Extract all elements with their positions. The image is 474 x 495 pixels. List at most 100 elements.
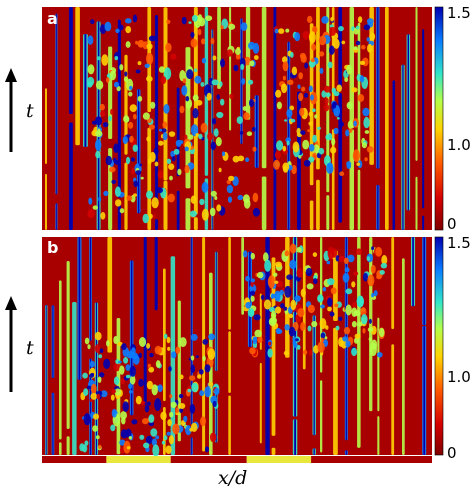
heatmap-a-spot	[129, 104, 137, 112]
heatmap-a-spot	[220, 98, 225, 106]
heatmap-b-spot	[377, 352, 383, 358]
heatmap-b-spot	[313, 278, 318, 285]
heatmap-a-spot	[346, 101, 353, 110]
heatmap-b-spot	[118, 360, 122, 364]
time-arrow-b-head	[5, 296, 17, 310]
heatmap-b-spot	[120, 411, 127, 420]
heatmap-b-spot	[288, 313, 294, 319]
heatmap-b-spot	[147, 401, 151, 406]
heatmap-a-spot	[333, 38, 340, 49]
heatmap-b-spot	[121, 417, 126, 425]
heatmap-a-spot	[133, 113, 137, 120]
heatmap-b-spot	[90, 392, 98, 400]
heatmap-a-spot	[87, 209, 95, 219]
heatmap-b-spot	[345, 304, 352, 316]
heatmap-a-spot	[304, 62, 309, 69]
heatmap-b-spot	[357, 321, 363, 327]
heatmap-a-spot	[114, 56, 119, 61]
heatmap-b-streak	[228, 395, 231, 455]
heatmap-b-cells	[45, 237, 427, 457]
heatmap-a-streak-core	[422, 29, 424, 209]
heatmap-a-spot	[330, 17, 334, 22]
heatmap-b-spot	[250, 295, 255, 302]
heatmap-a-spot	[331, 137, 336, 146]
heatmap-b-spot	[167, 419, 172, 427]
heatmap-a-spot	[209, 207, 216, 217]
heatmap-b-spot	[93, 413, 99, 420]
heatmap-a-spot	[115, 199, 122, 207]
heatmap-a-spot	[201, 57, 207, 64]
heatmap-b-spot	[320, 337, 324, 343]
heatmap-b-spot	[345, 340, 351, 348]
heatmap-b-streak	[59, 442, 62, 455]
heatmap-b-spot	[141, 400, 146, 406]
colorbar-b-gradient	[434, 236, 444, 456]
heatmap-b-spot	[110, 424, 116, 432]
heatmap-a-spot	[173, 148, 180, 155]
heatmap-b-spot	[138, 378, 144, 387]
heatmap-b-spot	[275, 261, 282, 268]
heatmap-b-spot	[171, 351, 177, 359]
heatmap-b-spot	[343, 327, 351, 335]
heatmap-a-streak	[309, 200, 314, 230]
heatmap-a-spot	[246, 131, 253, 136]
heatmap-a-streak-core	[422, 215, 424, 230]
heatmap-b-streak	[320, 380, 323, 453]
heatmap-b-spot	[212, 401, 217, 407]
heatmap-a-spot	[361, 142, 367, 149]
heatmap-b-spot	[326, 260, 331, 265]
heatmap-a-spot	[195, 133, 200, 137]
heatmap-a-streak-core	[155, 219, 158, 230]
heatmap-b-streak-core	[294, 419, 296, 455]
heatmap-a-spot	[369, 32, 376, 41]
heatmap-a-spot	[232, 155, 240, 163]
heatmap-b-spot	[208, 333, 216, 341]
heatmap-b-spot	[273, 272, 278, 277]
heatmap-a-spot	[201, 181, 209, 193]
heatmap-a-spot	[129, 135, 134, 143]
heatmap-a-streak	[316, 179, 320, 230]
x-axis-label: x/d	[218, 467, 247, 489]
heatmap-a-spot	[312, 26, 318, 34]
heatmap-b-streak	[369, 237, 373, 412]
panel-label-b: b	[47, 238, 58, 257]
heatmap-a-spot	[170, 53, 177, 60]
heatmap-b-spot	[367, 327, 374, 332]
heatmap-b-spot	[113, 376, 120, 386]
heatmap-b-spot	[305, 267, 313, 277]
heatmap-a-spot	[186, 69, 194, 80]
heatmap-b-spot	[302, 349, 308, 355]
heatmap-a-spot	[333, 127, 339, 135]
heatmap-b-spot	[183, 415, 188, 423]
heatmap-b-spot	[204, 364, 211, 373]
colorbar-b-tick-max: 1.5	[447, 234, 471, 252]
heatmap-a-spot	[363, 24, 371, 31]
heatmap-b-streak-core	[155, 237, 157, 311]
heatmap-b-spot	[90, 372, 95, 376]
heatmap-a-spot	[163, 104, 170, 114]
heatmap-a-streak-core	[177, 190, 179, 230]
heatmap-b-spot	[355, 248, 363, 255]
heatmap-a-spot	[158, 66, 165, 73]
heatmap-a-spot	[128, 91, 133, 97]
heatmap-a-spot	[298, 72, 304, 80]
heatmap-b-spot	[294, 295, 301, 302]
heatmap-b-spot	[300, 321, 306, 331]
heatmap-b-spot	[296, 268, 303, 278]
heatmap-b-spot	[98, 372, 105, 378]
heatmap-b-spot	[163, 333, 168, 339]
heatmap-b-spot	[119, 365, 125, 375]
heatmap-b-streak	[357, 237, 361, 448]
heatmap-b-spot	[168, 435, 174, 445]
heatmap-a-spot	[276, 140, 284, 151]
heatmap-a-spot	[356, 162, 361, 166]
heatmap-b-streak-core	[95, 302, 98, 455]
heatmap-a-spot	[239, 131, 244, 135]
heatmap-a-spot	[184, 165, 190, 174]
heatmap-b-spot	[250, 309, 255, 316]
heatmap-b-streak-core	[313, 448, 315, 455]
heatmap-b-streak	[228, 237, 231, 330]
heatmap-b-spot	[214, 387, 220, 395]
heatmap-b-streak-core	[423, 237, 425, 326]
heatmap-a-streak	[357, 169, 361, 230]
